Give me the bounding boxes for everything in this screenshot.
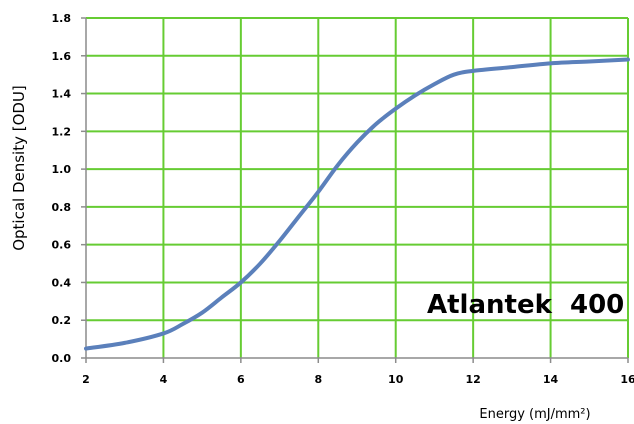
y-tick-labels: 0.0 0.2 0.4 0.6 0.8 1.0 1.2 1.4 1.6 1.8 (52, 12, 72, 365)
y-axis-label: Optical Density [ODU] (10, 85, 28, 251)
x-tick-label-2: 6 (237, 373, 245, 386)
x-tick-label-7: 16 (620, 373, 634, 386)
x-tick-label-0: 2 (82, 373, 90, 386)
x-tick-label-3: 8 (314, 373, 322, 386)
y-tick-label-9: 1.8 (52, 12, 72, 25)
y-tick-label-3: 0.6 (52, 239, 72, 252)
x-axis-label: Energy (mJ/mm²) (479, 407, 590, 422)
y-tick-label-1: 0.2 (52, 314, 72, 327)
y-tick-label-4: 0.8 (52, 201, 72, 214)
axes (81, 17, 629, 363)
grid (86, 17, 629, 358)
y-tick-label-2: 0.4 (52, 276, 72, 289)
series-line (84, 57, 630, 351)
chart-annotation: Atlantek 400 (427, 290, 624, 320)
y-tick-label-8: 1.6 (52, 50, 72, 63)
x-tick-label-4: 10 (388, 373, 404, 386)
y-tick-label-7: 1.4 (52, 88, 72, 101)
x-tick-label-5: 12 (465, 373, 480, 386)
y-tick-label-0: 0.0 (52, 352, 72, 365)
x-tick-label-1: 4 (160, 373, 168, 386)
y-tick-label-6: 1.2 (52, 125, 72, 138)
x-tick-label-6: 14 (543, 373, 559, 386)
y-tick-label-5: 1.0 (52, 163, 72, 176)
x-tick-labels: 2 4 6 8 10 12 14 16 (82, 373, 634, 386)
